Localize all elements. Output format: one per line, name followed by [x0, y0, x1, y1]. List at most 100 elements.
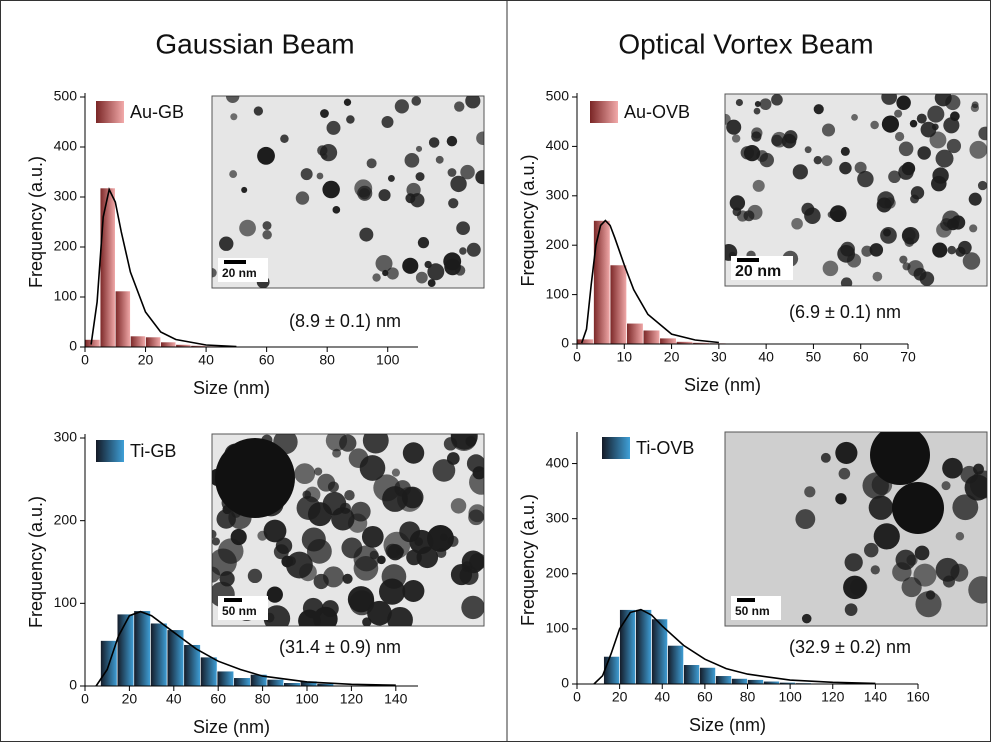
bar: [150, 622, 168, 687]
particle: [843, 575, 867, 600]
column-title: Optical Vortex Beam: [618, 28, 873, 59]
particle: [888, 170, 901, 184]
scale-bar-label: 50 nm: [735, 604, 770, 618]
particle: [378, 189, 391, 202]
particle: [952, 494, 979, 521]
scale-bar: [224, 260, 246, 264]
particle: [257, 146, 275, 165]
y-tick-label: 300: [54, 429, 78, 445]
y-tick-label: 400: [54, 138, 78, 154]
particle: [406, 182, 421, 198]
y-tick-label: 500: [54, 88, 78, 104]
particle: [341, 537, 363, 559]
particle: [759, 152, 774, 168]
y-tick-label: 100: [54, 288, 78, 304]
particle: [977, 180, 987, 191]
particle: [894, 131, 905, 142]
particle: [840, 277, 853, 286]
y-tick-label: 500: [546, 88, 570, 104]
particle: [821, 155, 833, 167]
x-tick-label: 20: [612, 689, 628, 705]
y-tick-label: 300: [546, 187, 570, 203]
particle: [951, 215, 966, 230]
particle: [731, 134, 741, 143]
particle: [465, 436, 477, 447]
particle: [326, 120, 341, 135]
tem-particles: [725, 94, 987, 286]
y-axis-title: Frequency (a.u.): [26, 156, 46, 288]
particle: [931, 175, 947, 192]
particle: [359, 227, 374, 242]
particle: [896, 95, 911, 110]
x-tick-label: 40: [654, 689, 670, 705]
particle: [280, 134, 289, 144]
particle: [946, 138, 962, 154]
y-tick-label: 400: [546, 137, 570, 153]
particle: [381, 116, 394, 128]
bar: [667, 645, 684, 685]
particle: [427, 524, 454, 552]
particle: [804, 207, 821, 224]
particle: [229, 170, 238, 179]
particle: [402, 579, 425, 603]
y-tick-label: 200: [546, 236, 570, 252]
particle: [822, 260, 839, 277]
bar: [133, 610, 151, 687]
particle: [447, 168, 457, 177]
particle: [752, 179, 765, 192]
particle: [962, 252, 981, 270]
particle: [417, 237, 430, 249]
y-tick-label: 200: [54, 238, 78, 254]
particle: [835, 441, 858, 465]
particle: [212, 268, 217, 278]
particle: [898, 141, 914, 157]
fit-curve: [593, 608, 876, 685]
particle: [868, 495, 894, 520]
particle: [346, 115, 355, 124]
x-tick-label: 80: [319, 352, 335, 368]
particle: [239, 219, 256, 237]
legend-label: Au-OVB: [624, 102, 690, 122]
particle: [294, 463, 316, 484]
fit-curve: [90, 187, 237, 348]
x-tick-label: 120: [340, 691, 364, 707]
particle: [212, 529, 217, 539]
particle: [873, 523, 900, 550]
x-tick-label: 0: [573, 349, 581, 365]
fit-annotation: (6.9 ± 0.1) nm: [789, 302, 901, 322]
y-tick-label: 300: [546, 509, 570, 525]
x-axis-title: Size (nm): [689, 715, 766, 735]
scale-bar: [737, 598, 755, 602]
particle: [941, 481, 951, 491]
bar: [114, 290, 131, 348]
fit-curve: [580, 219, 719, 344]
particle: [844, 603, 858, 617]
particle: [883, 228, 891, 237]
particle: [300, 168, 313, 181]
particle: [935, 149, 954, 168]
particle: [829, 205, 847, 222]
y-tick-label: 200: [54, 511, 78, 527]
particle: [387, 606, 413, 626]
particle: [914, 545, 930, 561]
particle: [386, 267, 399, 280]
particle: [302, 597, 324, 619]
scale-bar-label: 50 nm: [222, 604, 257, 618]
particle: [322, 491, 347, 516]
x-tick-label: 60: [259, 352, 275, 368]
fit-curve: [95, 610, 396, 687]
bar: [576, 338, 594, 345]
bar: [84, 339, 101, 348]
particle: [736, 210, 749, 222]
particle: [839, 161, 852, 175]
particle: [870, 565, 880, 575]
legend-swatch: [590, 101, 618, 123]
particle: [910, 186, 925, 200]
particle: [857, 170, 874, 188]
particle: [927, 105, 945, 123]
particle: [791, 217, 803, 230]
particle: [892, 482, 944, 534]
particle: [917, 146, 931, 160]
particle: [432, 459, 456, 482]
particle: [230, 528, 247, 546]
